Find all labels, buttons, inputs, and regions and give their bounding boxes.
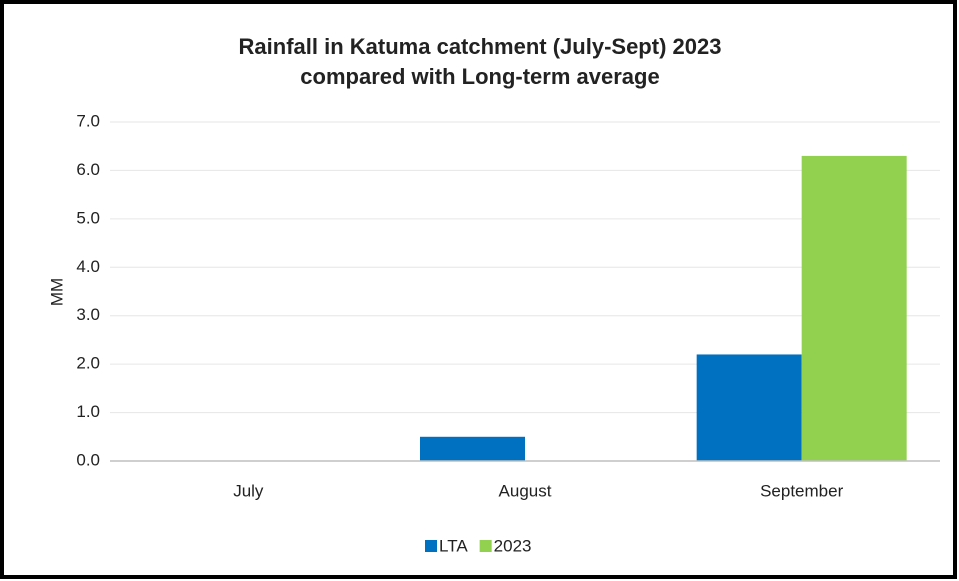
bar: [696, 354, 802, 461]
legend-swatch: [425, 540, 437, 552]
y-tick-label: 1.0: [76, 402, 100, 421]
y-tick-label: 3.0: [76, 305, 100, 324]
x-tick-label: September: [760, 481, 843, 500]
bar: [801, 155, 907, 461]
y-tick-label: 2.0: [76, 354, 100, 373]
y-tick-label: 0.0: [76, 450, 100, 469]
x-tick-label: August: [499, 481, 552, 500]
y-axis-label: MM: [47, 278, 66, 306]
chart-title: compared with Long-term average: [300, 64, 659, 89]
y-tick-label: 5.0: [76, 208, 100, 227]
legend-label: LTA: [439, 536, 468, 555]
y-tick-label: 7.0: [76, 111, 100, 130]
bar: [420, 436, 525, 461]
x-tick-label: July: [233, 481, 264, 500]
chart-title: Rainfall in Katuma catchment (July-Sept)…: [239, 34, 722, 59]
legend-label: 2023: [494, 536, 532, 555]
legend-swatch: [479, 540, 492, 552]
y-tick-label: 4.0: [76, 257, 100, 276]
y-tick-label: 6.0: [76, 160, 100, 179]
